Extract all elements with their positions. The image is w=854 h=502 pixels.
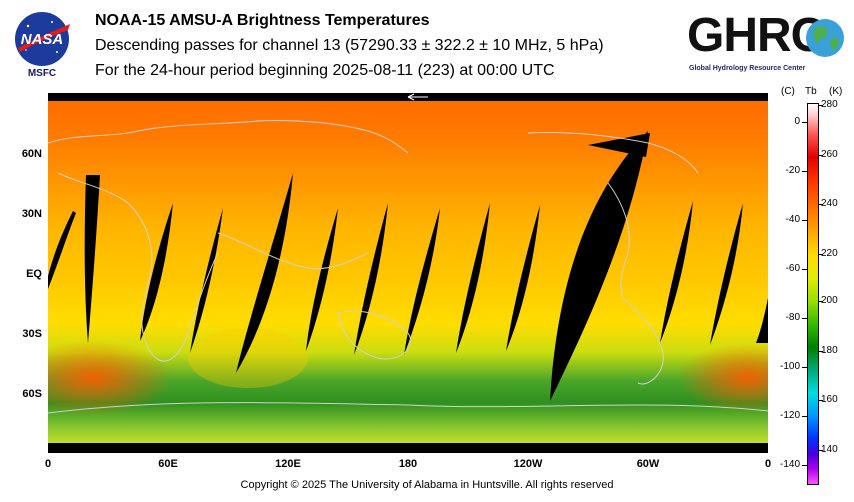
nasa-meatball-icon: NASA xyxy=(15,12,70,66)
colorbar-tick xyxy=(819,301,823,302)
lon-label-0-east: 0 xyxy=(764,458,772,470)
temperature-colorbar xyxy=(807,103,819,485)
page-subtitle: Descending passes for channel 13 (57290.… xyxy=(95,37,604,54)
colorbar-tick xyxy=(819,400,823,401)
ghrc-subtitle: Global Hydrology Resource Center xyxy=(689,65,806,72)
colorbar-tick xyxy=(819,254,823,255)
colorbar-kelvin-label: 180 xyxy=(821,345,838,356)
nasa-logo: NASA MSFC xyxy=(12,10,72,80)
colorbar-tick xyxy=(802,318,807,319)
colorbar-tick xyxy=(802,220,807,221)
brightness-temperature-map xyxy=(13,93,818,453)
lon-label-60w: 60W xyxy=(636,458,660,470)
lon-label-180: 180 xyxy=(398,458,418,470)
colorbar-tick xyxy=(802,269,807,270)
colorbar-tick xyxy=(802,122,807,123)
copyright-text: Copyright © 2025 The University of Alaba… xyxy=(240,479,614,491)
colorbar-celsius-label: -140 xyxy=(779,459,800,470)
colorbar-tick xyxy=(819,105,823,106)
colorbar-kelvin-label: 240 xyxy=(821,198,838,209)
colorbar-celsius-label: -20 xyxy=(785,165,800,176)
colorbar-kelvin-label: 200 xyxy=(821,295,838,306)
colorbar-kelvin-label: 140 xyxy=(821,444,838,455)
colorbar-tick xyxy=(802,465,807,466)
colorbar-celsius-label: -40 xyxy=(785,214,800,225)
page-title: NOAA-15 AMSU-A Brightness Temperatures xyxy=(95,12,430,29)
colorbar-celsius-label: -80 xyxy=(785,312,800,323)
colorbar-kelvin-label: 260 xyxy=(821,149,838,160)
colorbar-tick xyxy=(802,367,807,368)
ghrc-logo: GHRC Global Hydrology Resource Center xyxy=(685,8,850,80)
lat-label-60s: 60S xyxy=(22,388,42,400)
period-text: For the 24-hour period beginning 2025-08… xyxy=(95,62,555,79)
colorbar-header-celsius: (C) xyxy=(781,86,795,97)
swath-gaps xyxy=(48,131,768,401)
colorbar-header-kelvin: (K) xyxy=(829,86,843,97)
lat-label-30n: 30N xyxy=(21,208,42,220)
lat-label-60n: 60N xyxy=(21,148,42,160)
colorbar-celsius-label: -120 xyxy=(779,410,800,421)
colorbar-tick xyxy=(819,204,823,205)
lat-label-eq: EQ xyxy=(26,268,42,280)
lon-label-120w: 120W xyxy=(513,458,543,470)
msfc-label: MSFC xyxy=(27,68,57,79)
colorbar-celsius-label: -60 xyxy=(785,263,800,274)
colorbar-kelvin-label: 280 xyxy=(821,99,838,110)
colorbar-kelvin-label: 160 xyxy=(821,394,838,405)
lon-label-120e: 120E xyxy=(275,458,301,470)
coastlines xyxy=(47,119,769,414)
colorbar-tick xyxy=(819,351,823,352)
colorbar-celsius-label: 0 xyxy=(794,116,800,127)
lat-label-30s: 30S xyxy=(22,328,42,340)
ghrc-wordmark: GHRC xyxy=(687,9,825,62)
colorbar-tick xyxy=(802,171,807,172)
colorbar-tick xyxy=(819,450,823,451)
nasa-text: NASA xyxy=(21,31,64,48)
colorbar-kelvin-label: 220 xyxy=(821,248,838,259)
colorbar-header-tb: Tb xyxy=(805,86,817,97)
colorbar-celsius-label: -100 xyxy=(779,361,800,372)
colorbar-tick xyxy=(802,416,807,417)
colorbar-tick xyxy=(819,155,823,156)
map-canvas xyxy=(13,93,818,453)
globe-icon xyxy=(806,19,844,57)
lon-label-0: 0 xyxy=(44,458,52,470)
lon-label-60e: 60E xyxy=(158,458,178,470)
